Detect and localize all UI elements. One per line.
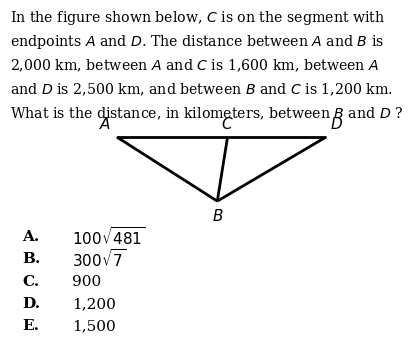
Text: B.: B. — [22, 252, 41, 266]
Text: $\mathit{D}$: $\mathit{D}$ — [329, 116, 342, 131]
Text: What is the distance, in kilometers, between $B$ and $D$ ?: What is the distance, in kilometers, bet… — [10, 106, 402, 122]
Text: $300\sqrt{7}$: $300\sqrt{7}$ — [72, 248, 126, 270]
Text: and $D$ is 2,500 km, and between $B$ and $C$ is 1,200 km.: and $D$ is 2,500 km, and between $B$ and… — [10, 82, 392, 98]
Text: endpoints $A$ and $D$. The distance between $A$ and $B$ is: endpoints $A$ and $D$. The distance betw… — [10, 33, 384, 51]
Text: $\mathit{C}$: $\mathit{C}$ — [221, 116, 233, 131]
Text: In the figure shown below, $C$ is on the segment with: In the figure shown below, $C$ is on the… — [10, 9, 384, 27]
Text: $\mathit{B}$: $\mathit{B}$ — [211, 208, 222, 224]
Text: 900: 900 — [72, 274, 101, 289]
Text: 2,000 km, between $A$ and $C$ is 1,600 km, between $A$: 2,000 km, between $A$ and $C$ is 1,600 k… — [10, 57, 378, 74]
Text: 1,500: 1,500 — [72, 319, 115, 334]
Text: E.: E. — [22, 319, 39, 334]
Text: C.: C. — [22, 274, 40, 289]
Text: $100\sqrt{481}$: $100\sqrt{481}$ — [72, 226, 145, 248]
Text: A.: A. — [22, 230, 40, 244]
Text: 1,200: 1,200 — [72, 297, 115, 311]
Text: D.: D. — [22, 297, 40, 311]
Text: $\mathit{A}$: $\mathit{A}$ — [99, 116, 111, 131]
